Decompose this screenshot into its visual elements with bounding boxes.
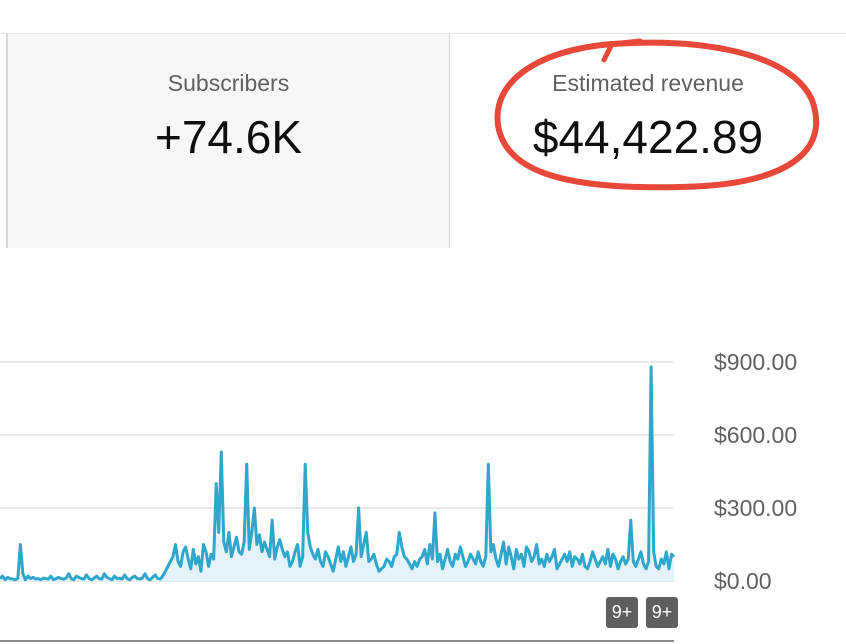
subscribers-value: +74.6K [154,111,303,163]
top-divider [0,33,846,34]
y-tick-label: $900.00 [714,349,797,375]
y-tick-label: $300.00 [714,495,797,521]
subscribers-card[interactable]: Subscribers +74.6K [6,34,450,248]
annotation-badge[interactable]: 9+ [646,597,678,628]
subscribers-label: Subscribers [167,70,290,96]
y-tick-label: $600.00 [714,422,797,448]
y-tick-label: $0.00 [714,568,772,594]
y-axis-ticks: $0.00 $300.00 $600.00 $900.00 [714,349,797,594]
revenue-line[interactable] [0,365,676,582]
annotation-badge[interactable]: 9+ [606,597,638,628]
